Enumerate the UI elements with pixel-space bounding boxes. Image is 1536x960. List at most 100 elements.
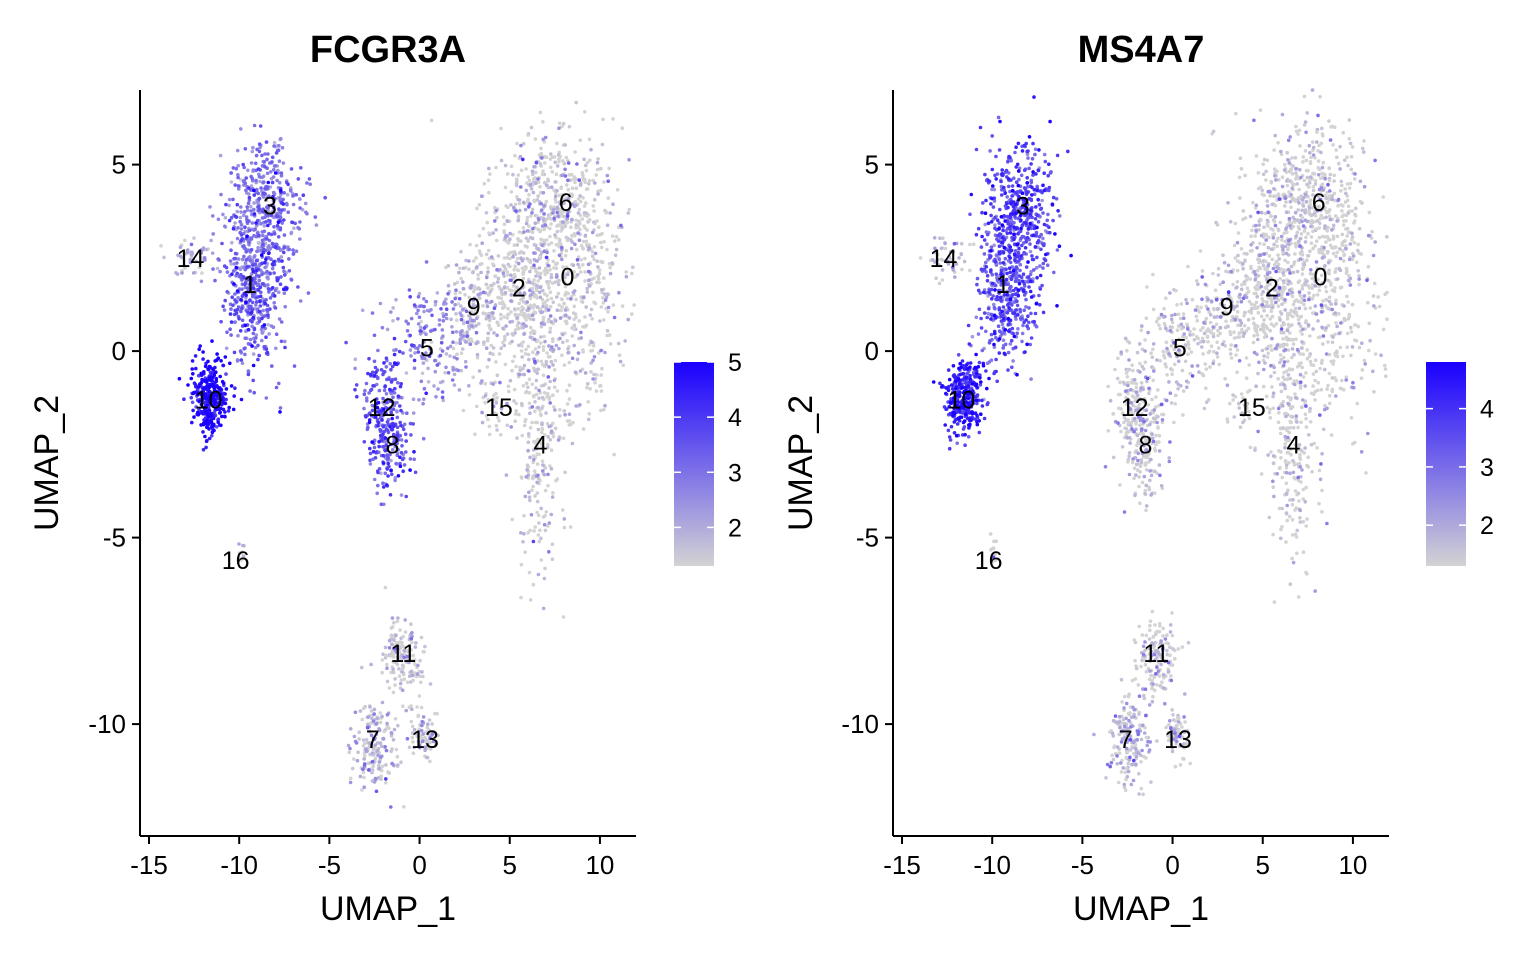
cell-point xyxy=(357,730,362,734)
cell-point xyxy=(1348,181,1353,186)
cell-point xyxy=(484,299,489,303)
cell-point xyxy=(1327,271,1331,276)
cell-point xyxy=(488,351,493,356)
cell-point xyxy=(583,180,588,184)
cell-point xyxy=(1256,324,1260,329)
cell-point xyxy=(534,392,539,397)
cell-point xyxy=(592,197,597,202)
cell-point xyxy=(591,290,595,295)
cell-point xyxy=(534,160,539,165)
cell-point xyxy=(389,367,393,372)
cell-point xyxy=(597,268,602,272)
cell-point xyxy=(572,317,576,322)
cell-point xyxy=(519,531,523,535)
cell-point xyxy=(531,190,536,195)
cell-point xyxy=(1314,239,1319,243)
cell-point xyxy=(511,280,516,285)
cell-point xyxy=(1276,227,1280,231)
cell-point xyxy=(208,378,213,382)
cell-point xyxy=(506,273,510,277)
cell-point xyxy=(1293,489,1298,493)
cell-point xyxy=(520,258,525,263)
cell-point xyxy=(583,110,587,114)
cell-point xyxy=(231,303,235,308)
cell-point xyxy=(468,342,473,347)
cell-point xyxy=(538,184,542,189)
cell-point xyxy=(538,408,542,413)
cell-point xyxy=(526,238,531,242)
cell-point xyxy=(490,283,495,288)
cell-point xyxy=(523,550,527,554)
cell-point xyxy=(552,378,557,383)
cell-point xyxy=(589,277,594,282)
cell-point xyxy=(277,381,281,386)
cell-point xyxy=(254,153,259,158)
cell-point xyxy=(415,311,419,316)
cell-point xyxy=(425,755,430,760)
cell-point xyxy=(236,333,240,338)
cell-point xyxy=(1271,394,1275,399)
cell-point xyxy=(524,318,528,322)
cell-point xyxy=(534,288,539,293)
cell-point xyxy=(267,332,271,336)
cell-point xyxy=(540,395,545,400)
cell-point xyxy=(1285,317,1290,321)
cell-point xyxy=(576,262,580,267)
cell-point xyxy=(191,257,195,262)
cell-point xyxy=(1342,252,1347,257)
cell-point xyxy=(577,319,582,323)
cell-point xyxy=(1304,235,1308,240)
cell-point xyxy=(536,405,540,410)
cell-point xyxy=(262,247,266,252)
cell-point xyxy=(281,265,286,270)
cell-point xyxy=(409,622,413,626)
cell-point xyxy=(1346,300,1351,304)
cell-point xyxy=(1330,376,1335,380)
cell-point xyxy=(282,245,287,250)
cell-point xyxy=(517,201,522,206)
cell-point xyxy=(1267,235,1271,240)
cell-point xyxy=(436,387,440,391)
cell-point xyxy=(458,341,463,346)
cell-point xyxy=(492,306,497,311)
cell-point xyxy=(280,145,285,150)
cell-point xyxy=(413,470,418,475)
cell-point xyxy=(1309,241,1314,245)
cell-point xyxy=(527,306,531,311)
cell-point xyxy=(487,424,492,429)
cell-point xyxy=(372,707,377,712)
cell-point xyxy=(525,215,530,220)
cell-point xyxy=(548,234,552,239)
cell-point xyxy=(581,295,586,300)
cell-point xyxy=(580,171,585,175)
cell-point xyxy=(560,353,564,358)
cell-point xyxy=(393,386,397,391)
cell-point xyxy=(531,582,536,587)
cell-point xyxy=(535,510,539,515)
cell-point xyxy=(377,444,382,449)
cell-point xyxy=(585,385,589,390)
cell-point xyxy=(562,301,566,306)
cell-point xyxy=(530,420,534,425)
cell-point xyxy=(588,387,592,391)
cell-point xyxy=(1328,238,1332,242)
cell-point xyxy=(509,203,513,207)
cell-point xyxy=(282,269,286,274)
cell-point xyxy=(1247,363,1251,367)
cell-point xyxy=(218,153,223,158)
cell-point xyxy=(557,253,562,258)
cell-point xyxy=(372,445,377,450)
cell-point xyxy=(528,455,532,460)
cluster-label: 1 xyxy=(243,271,257,299)
cell-point xyxy=(444,265,448,270)
cell-point xyxy=(477,234,482,238)
cell-point xyxy=(579,258,583,262)
cell-point xyxy=(1251,321,1256,326)
cell-point xyxy=(581,176,585,180)
cell-point xyxy=(510,339,514,344)
cell-point xyxy=(494,238,499,243)
cell-point xyxy=(552,368,557,372)
cell-point xyxy=(513,419,517,424)
cell-point xyxy=(1330,340,1335,345)
